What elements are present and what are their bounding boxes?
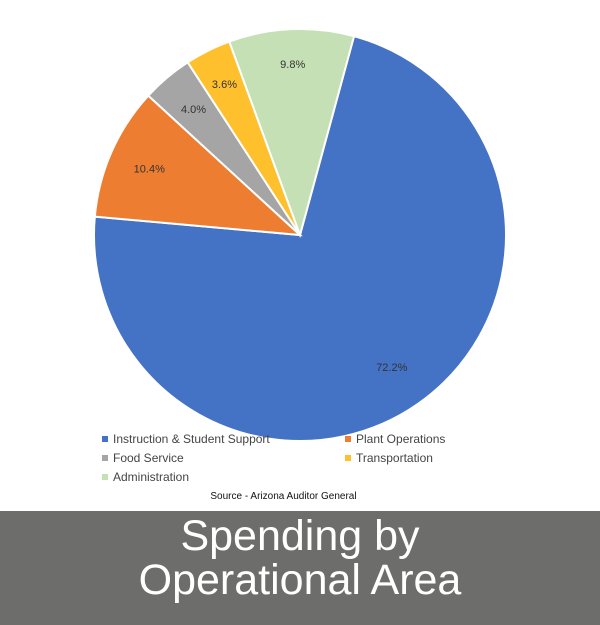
- pie-slice-plant-operations: [93, 94, 303, 237]
- legend-label-transportation: Transportation: [356, 451, 433, 465]
- title-line-1: Spending by: [180, 512, 420, 560]
- source-note: Source - Arizona Auditor General: [210, 491, 357, 502]
- pie-slice-instruction: [93, 34, 507, 442]
- legend-item-transportation: Transportation: [345, 451, 433, 465]
- legend-swatch-administration: [102, 474, 108, 480]
- legend-label-administration: Administration: [113, 470, 190, 484]
- data-label-instruction: 72.2%: [376, 362, 407, 374]
- data-label-food-service: 4.0%: [181, 104, 206, 116]
- legend-item-food-service: Food Service: [102, 451, 184, 465]
- legend: Instruction & Student Support Plant Oper…: [102, 432, 522, 492]
- legend-item-administration: Administration: [102, 470, 189, 484]
- legend-item-instruction: Instruction & Student Support: [102, 432, 270, 446]
- data-label-transportation: 3.6%: [212, 79, 237, 91]
- title-line-2: Operational Area: [138, 556, 462, 604]
- data-label-administration: 9.8%: [280, 59, 305, 71]
- legend-label-plant-operations: Plant Operations: [356, 432, 446, 446]
- chart-title: Spending by Operational Area: [0, 514, 600, 602]
- legend-item-plant-operations: Plant Operations: [345, 432, 445, 446]
- legend-swatch-instruction: [102, 436, 108, 442]
- legend-label-instruction: Instruction & Student Support: [113, 432, 270, 446]
- title-band: [0, 511, 600, 625]
- legend-swatch-plant-operations: [345, 436, 351, 442]
- legend-swatch-transportation: [345, 455, 351, 461]
- legend-label-food-service: Food Service: [113, 451, 184, 465]
- pie-chart: 72.2% 10.4% 4.0% 3.6% 9.8%: [93, 28, 507, 442]
- data-label-plant-operations: 10.4%: [134, 163, 165, 175]
- pie-slice-administration: [227, 28, 356, 239]
- legend-swatch-food-service: [102, 455, 108, 461]
